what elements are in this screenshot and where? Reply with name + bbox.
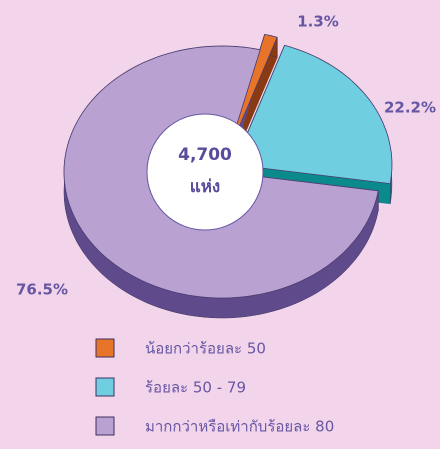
center-value: 4,700 [178,145,232,165]
center-circle [146,113,264,231]
slice [233,44,393,185]
legend-swatch [95,338,115,358]
legend-label: ร้อยละ 50 - 79 [145,379,246,397]
legend-swatch [95,377,115,397]
center-unit: แห่ง [190,177,220,197]
legend-label: น้อยกว่าร้อยละ 50 [145,340,266,358]
slice-label: 76.5% [16,281,68,299]
legend-swatch [95,416,115,436]
slice-label: 22.2% [384,99,436,117]
legend-label: มากกว่าหรือเท่ากับร้อยละ 80 [145,418,334,436]
slice-label: 1.3% [297,13,339,31]
